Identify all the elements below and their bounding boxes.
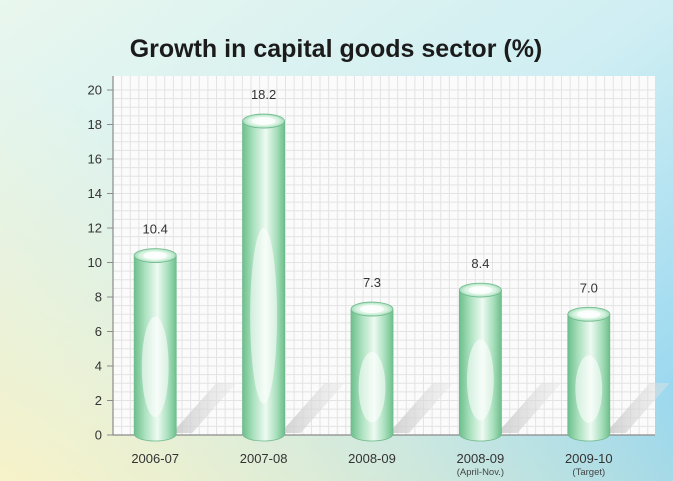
- x-category-label: 2009-10: [565, 451, 613, 466]
- bar-shadow: [280, 383, 345, 433]
- y-tick-label: 4: [95, 359, 102, 374]
- bar-shadow: [497, 383, 562, 433]
- bar-highlight: [466, 339, 494, 421]
- y-tick-label: 8: [95, 290, 102, 305]
- y-tick-label: 2: [95, 393, 102, 408]
- bar-shadow: [389, 383, 453, 433]
- x-category-sublabel: (Target): [572, 467, 605, 478]
- bar-value-label: 7.0: [580, 280, 598, 295]
- x-category-label: 2008-09: [348, 451, 396, 466]
- chart-title: Growth in capital goods sector (%): [130, 35, 543, 63]
- x-category-label: 2007-08: [240, 451, 288, 466]
- y-tick-label: 6: [95, 324, 102, 339]
- y-tick-label: 0: [95, 428, 102, 443]
- x-category-sublabel: (April-Nov.): [457, 467, 504, 478]
- bar-highlight: [250, 227, 278, 404]
- bar-value-label: 18.2: [251, 87, 276, 102]
- bar-highlight: [141, 316, 169, 418]
- bar-cap-shine: [143, 251, 168, 260]
- plot-area: 0 2 4 6 8 10 12 14 16 18 20 10.4 2006-07 18.2 2007-08 7…: [88, 76, 670, 478]
- x-category-label: 2008-09: [457, 451, 505, 466]
- y-tick-label: 16: [88, 152, 102, 167]
- y-tick-label: 14: [88, 186, 102, 201]
- y-tick-label: 10: [88, 255, 102, 270]
- bar-highlight: [575, 355, 603, 423]
- bar-value-label: 7.3: [363, 275, 381, 290]
- y-tick-label: 12: [88, 221, 102, 236]
- y-tick-label: 20: [88, 83, 102, 98]
- bar-cap-shine: [468, 286, 493, 295]
- bar-highlight: [358, 351, 386, 423]
- bar-cap-shine: [576, 310, 601, 319]
- bar-shadow: [172, 383, 237, 433]
- bar-shadow: [605, 383, 670, 433]
- bar-value-label: 10.4: [143, 222, 168, 237]
- y-tick-label: 18: [88, 117, 102, 132]
- bar-cap-shine: [360, 305, 384, 314]
- bar-value-label: 8.4: [471, 256, 489, 271]
- bar-cap-shine: [251, 117, 276, 126]
- x-category-label: 2006-07: [131, 451, 179, 466]
